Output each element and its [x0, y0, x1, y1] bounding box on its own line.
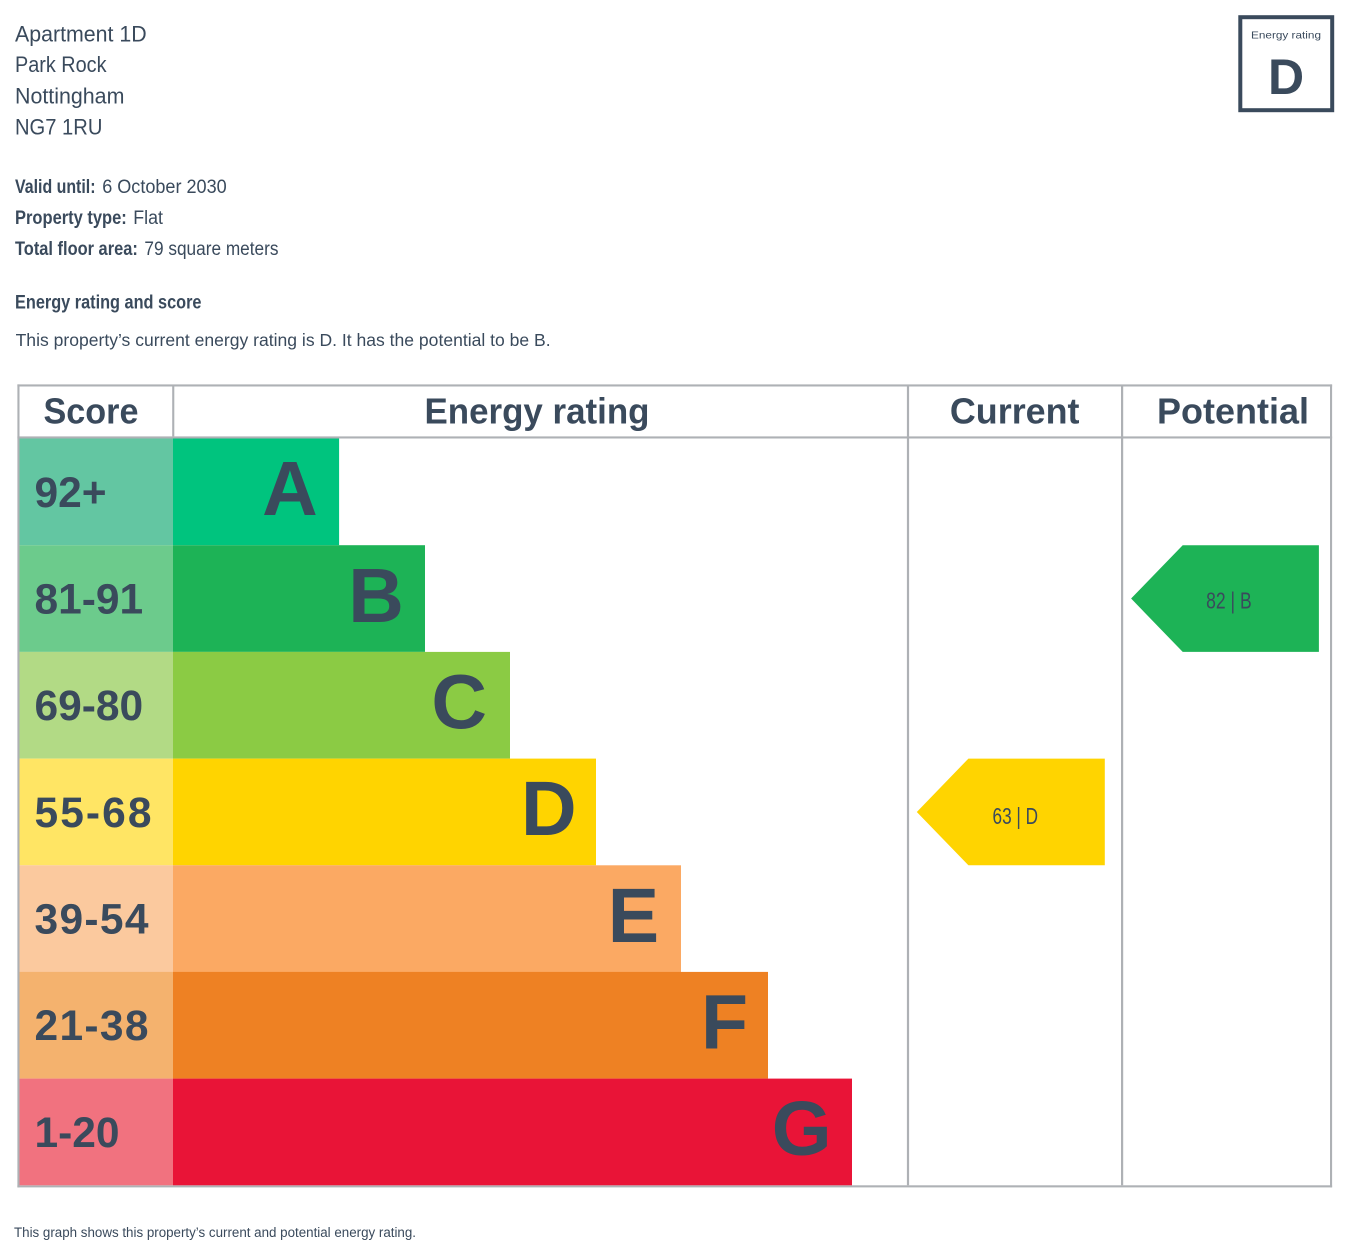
svg-text:Total floor area:: Total floor area:: [15, 239, 138, 260]
svg-text:B: B: [348, 553, 404, 639]
svg-text:63 | D: 63 | D: [993, 803, 1039, 829]
svg-text:Valid until:: Valid until:: [15, 177, 96, 198]
svg-text:Apartment 1D: Apartment 1D: [15, 22, 147, 47]
svg-text:Energy rating: Energy rating: [425, 390, 650, 431]
svg-text:Park Rock: Park Rock: [15, 52, 107, 77]
svg-text:Score: Score: [44, 390, 139, 431]
svg-text:82 | B: 82 | B: [1206, 588, 1252, 614]
svg-text:D: D: [1268, 49, 1304, 105]
svg-text:Nottingham: Nottingham: [15, 83, 124, 108]
svg-text:C: C: [431, 660, 487, 746]
svg-text:6 October 2030: 6 October 2030: [102, 177, 227, 198]
svg-text:This graph shows this property: This graph shows this property’s current…: [14, 1225, 416, 1241]
svg-text:Flat: Flat: [133, 208, 163, 229]
svg-text:F: F: [701, 980, 748, 1066]
svg-text:1-20: 1-20: [35, 1110, 120, 1157]
svg-text:Current: Current: [950, 390, 1080, 431]
svg-text:79 square meters: 79 square meters: [144, 239, 278, 260]
svg-text:92+: 92+: [35, 470, 107, 517]
svg-text:This property’s current energy: This property’s current energy rating is…: [16, 330, 551, 350]
svg-text:39-54: 39-54: [35, 897, 149, 944]
svg-text:81-91: 81-91: [35, 577, 144, 624]
svg-text:Energy rating: Energy rating: [1251, 30, 1321, 42]
svg-text:Energy rating and score: Energy rating and score: [15, 292, 202, 313]
svg-text:69-80: 69-80: [35, 683, 144, 730]
svg-text:D: D: [521, 766, 577, 852]
svg-text:Potential: Potential: [1157, 390, 1309, 431]
svg-text:55-68: 55-68: [35, 790, 152, 837]
svg-text:A: A: [262, 446, 318, 532]
svg-text:21-38: 21-38: [35, 1003, 149, 1050]
svg-text:NG7 1RU: NG7 1RU: [15, 114, 102, 139]
svg-text:G: G: [772, 1086, 832, 1172]
svg-text:E: E: [608, 873, 659, 959]
svg-text:Property type:: Property type:: [15, 208, 127, 229]
